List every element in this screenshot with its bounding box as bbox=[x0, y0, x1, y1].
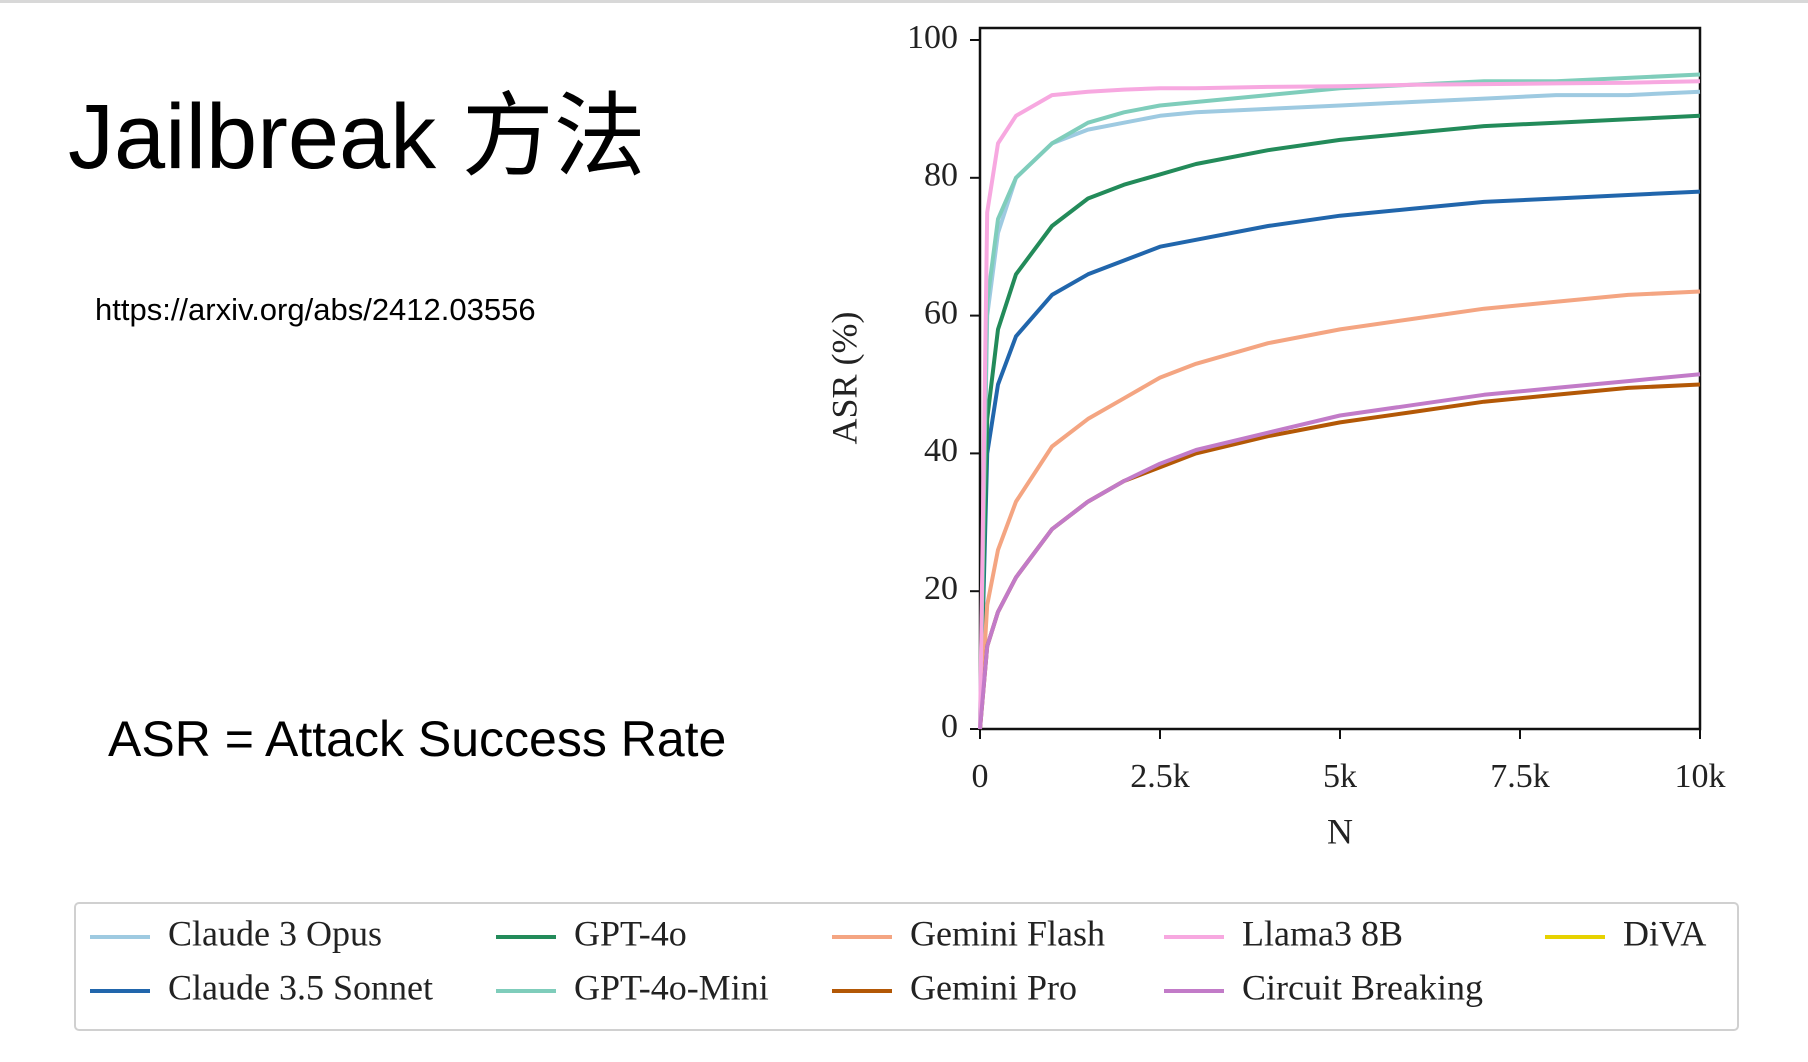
y-tick-label: 80 bbox=[924, 157, 958, 194]
x-tick-label: 7.5k bbox=[1490, 758, 1550, 795]
legend-label: Gemini Pro bbox=[910, 967, 1077, 1007]
series-line bbox=[978, 79, 1701, 730]
legend-box bbox=[74, 902, 1739, 1031]
series-line bbox=[978, 89, 1701, 730]
series-line bbox=[978, 289, 1701, 730]
y-tick-label: 0 bbox=[941, 708, 958, 745]
legend-label: GPT-4o-Mini bbox=[574, 967, 769, 1007]
y-tick-label: 40 bbox=[924, 432, 958, 469]
y-tick-label: 20 bbox=[924, 570, 958, 607]
x-tick-label: 0 bbox=[972, 758, 989, 795]
legend-label: Circuit Breaking bbox=[1242, 967, 1483, 1007]
legend-label: Claude 3 Opus bbox=[168, 913, 382, 953]
legend-label: DiVA bbox=[1623, 913, 1706, 953]
legend-label: Claude 3.5 Sonnet bbox=[168, 967, 433, 1007]
x-tick-label: 2.5k bbox=[1130, 758, 1190, 795]
y-tick-label: 60 bbox=[924, 294, 958, 331]
plot-frame bbox=[978, 26, 1702, 731]
series-line bbox=[978, 382, 1701, 730]
y-tick-label: 100 bbox=[907, 19, 958, 56]
x-tick-label: 5k bbox=[1323, 758, 1357, 795]
x-axis-label: N bbox=[1327, 811, 1353, 851]
paper-url: https://arxiv.org/abs/2412.03556 bbox=[95, 292, 536, 327]
legend-label: Llama3 8B bbox=[1242, 913, 1403, 953]
note: ASR = Attack Success Rate bbox=[108, 711, 727, 767]
slide-title: Jailbreak 方法 bbox=[68, 86, 646, 188]
legend-label: GPT-4o bbox=[574, 913, 687, 953]
series-line bbox=[978, 113, 1701, 730]
y-axis-label: ASR (%) bbox=[824, 312, 864, 445]
series-line bbox=[978, 72, 1701, 730]
series-line bbox=[978, 189, 1701, 730]
x-tick-label: 10k bbox=[1675, 758, 1726, 795]
legend-label: Gemini Flash bbox=[910, 913, 1105, 953]
top-border bbox=[0, 0, 1808, 3]
series-line bbox=[978, 372, 1701, 730]
